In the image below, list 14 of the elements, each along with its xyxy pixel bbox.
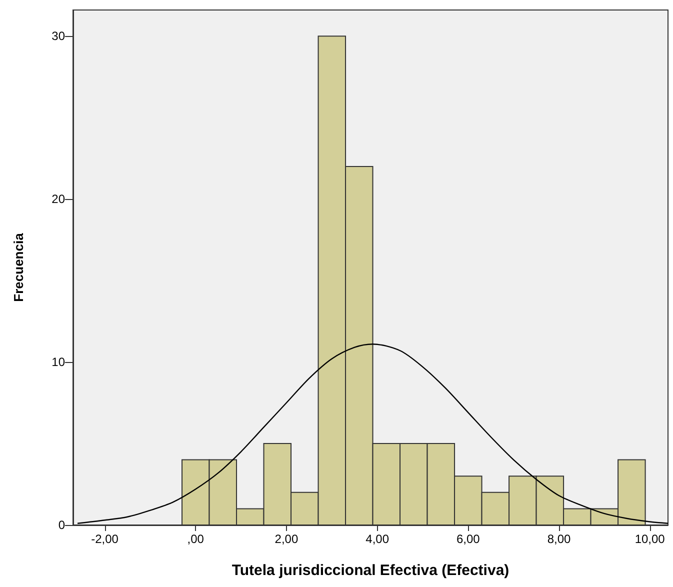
- x-tick-label: 2,00: [274, 532, 298, 546]
- line-series: [76, 344, 669, 524]
- y-tick-label: 10: [52, 355, 66, 370]
- y-tick-label: 30: [52, 29, 66, 44]
- x-tick-label: 4,00: [366, 532, 390, 546]
- y-axis-title: Frecuencia: [11, 232, 26, 302]
- y-tick-label: 20: [52, 192, 66, 206]
- x-tick-label: -2,00: [91, 532, 119, 546]
- x-axis-title: Tutela jurisdiccional Efectiva (Efectiva): [232, 562, 510, 579]
- x-tick-label: ,00: [187, 532, 204, 546]
- x-tick-label: 8,00: [547, 532, 571, 546]
- x-tick-label: 10,00: [634, 532, 666, 546]
- y-tick-label: 0: [58, 518, 66, 532]
- x-tick-label: 6,00: [456, 532, 480, 546]
